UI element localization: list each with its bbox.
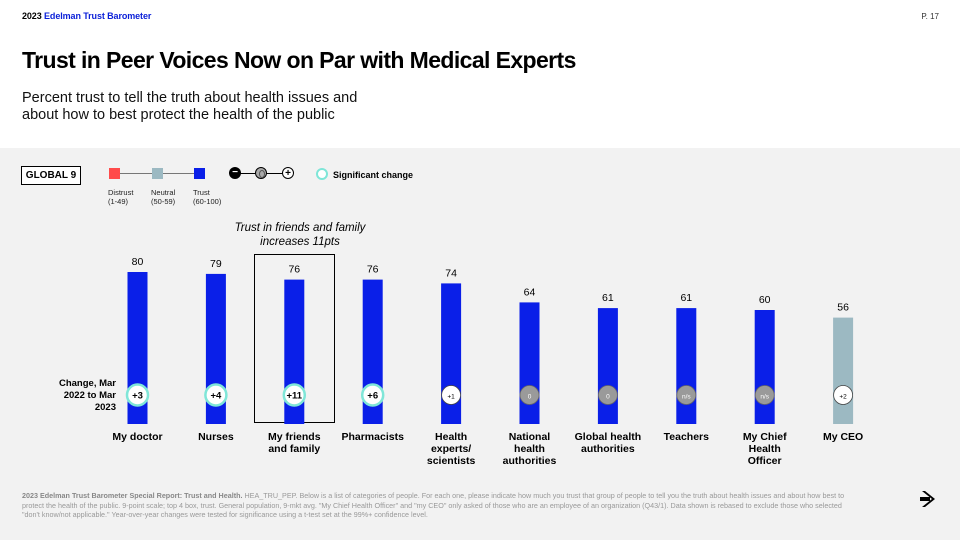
legend-distrust-swatch (109, 168, 120, 179)
legend-neutral-label: Neutral (50-59) (151, 188, 176, 206)
bar-value-label: 80 (132, 256, 144, 268)
change-circle (360, 383, 385, 407)
significant-change-label: Significant change (333, 170, 414, 180)
callout-text: Trust in friends and family increases 11… (234, 222, 366, 248)
change-value: n/s (682, 393, 691, 400)
bar-value-label: 56 (837, 302, 849, 314)
footnote-source: 2023 Edelman Trust Barometer Special Rep… (22, 491, 243, 500)
change-circle (833, 385, 853, 405)
bar-value-label: 61 (602, 292, 614, 304)
next-arrow-icon[interactable] (919, 489, 939, 509)
category-label: Global health authorities (575, 431, 642, 455)
legend-trust-label: Trust (60-100) (193, 188, 222, 206)
change-row-label: Change, Mar 2022 to Mar 2023 (58, 378, 116, 413)
bar-value-label: 60 (759, 294, 771, 306)
change-circle (282, 383, 307, 407)
change-circle (676, 385, 697, 405)
legend-trust-swatch (194, 168, 205, 179)
page-subtitle: Percent trust to tell the truth about he… (22, 90, 358, 123)
legend-neutral-swatch (152, 168, 163, 179)
bar-value-label: 74 (445, 267, 457, 279)
change-value: 0 (528, 393, 532, 400)
bar-value-label: 61 (680, 292, 692, 304)
category-label: National health authorities (503, 431, 557, 467)
change-circle (754, 385, 775, 405)
legend-distrust-label: Distrust (1-49) (108, 188, 134, 206)
brand-logo-text: 2023 Edelman Trust Barometer (22, 11, 151, 21)
category-label: My friends and family (268, 431, 321, 455)
bar-value-label: 76 (288, 264, 300, 276)
minus-circle-icon: − (229, 167, 241, 179)
category-label: Health experts/scientists (427, 431, 476, 467)
zero-circle-icon (255, 167, 267, 179)
region-label: GLOBAL 9 (21, 166, 81, 185)
category-label: My CEO (823, 431, 863, 443)
change-value: n/s (760, 393, 769, 400)
plus-circle-icon: + (282, 167, 294, 179)
change-value: +6 (367, 390, 378, 401)
chart-panel (0, 148, 960, 540)
change-circle (125, 383, 150, 407)
category-label: Pharmacists (341, 431, 404, 443)
change-value: 0 (606, 393, 610, 400)
category-label: Teachers (664, 431, 709, 443)
bar (676, 308, 697, 424)
change-circle (204, 383, 228, 407)
page-title: Trust in Peer Voices Now on Par with Med… (22, 47, 576, 73)
category-label: My Chief Health Officer (743, 431, 787, 467)
brand-name: Edelman Trust Barometer (44, 11, 152, 21)
change-value: +4 (210, 390, 222, 401)
category-label: My doctor (112, 431, 162, 443)
bar-value-label: 76 (367, 264, 379, 276)
change-value: +3 (132, 390, 143, 401)
bar (519, 302, 540, 424)
page-number: P. 17 (921, 12, 939, 21)
change-value: +2 (839, 393, 847, 400)
significant-change-icon (316, 168, 328, 180)
bar-value-label: 79 (210, 258, 222, 270)
change-circle (441, 385, 462, 405)
bar-value-label: 64 (524, 286, 536, 298)
footnote-text: HEA_TRU_PEP. Below is a list of categori… (22, 491, 845, 519)
category-label: Nurses (198, 431, 234, 443)
change-circle (519, 385, 540, 405)
footnote: 2023 Edelman Trust Barometer Special Rep… (22, 491, 852, 520)
bar (597, 308, 618, 424)
bar (754, 310, 775, 424)
brand-year: 2023 (22, 11, 42, 21)
change-value: +1 (447, 393, 455, 400)
change-value: +11 (287, 390, 303, 401)
bar (833, 317, 854, 424)
change-circle (598, 385, 618, 405)
